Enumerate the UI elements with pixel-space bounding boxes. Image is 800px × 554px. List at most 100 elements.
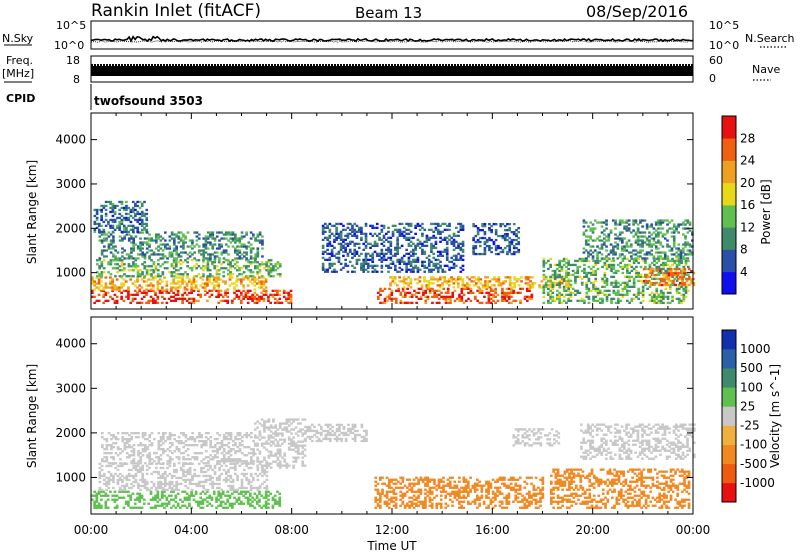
- heatmap-cell: [608, 263, 611, 267]
- heatmap-cell: [182, 233, 185, 236]
- heatmap-cell: [480, 289, 484, 292]
- heatmap-cell: [103, 233, 106, 236]
- heatmap-cell: [409, 268, 413, 271]
- heatmap-cell: [116, 478, 120, 482]
- heatmap-cell: [355, 224, 359, 227]
- heatmap-cell: [218, 434, 222, 437]
- heatmap-cell: [508, 236, 512, 240]
- heatmap-cell: [120, 222, 124, 226]
- heatmap-cell: [382, 258, 386, 261]
- heatmap-cell: [127, 233, 131, 236]
- heatmap-cell: [246, 490, 250, 493]
- heatmap-cell: [243, 245, 246, 248]
- heatmap-cell: [247, 480, 251, 484]
- heatmap-cell: [648, 263, 652, 267]
- heatmap-cell: [182, 452, 185, 455]
- heatmap-cell: [242, 276, 245, 279]
- heatmap-cell: [156, 295, 160, 298]
- heatmap-cell: [426, 287, 430, 290]
- heatmap-cell: [120, 297, 123, 300]
- heatmap-cell: [562, 275, 566, 278]
- heatmap-cell: [328, 222, 332, 226]
- heatmap-cell: [237, 496, 241, 499]
- heatmap-cell: [506, 238, 509, 242]
- heatmap-cell: [657, 265, 661, 269]
- heatmap-cell: [635, 293, 638, 296]
- heatmap-cell: [211, 261, 214, 264]
- heatmap-cell: [605, 293, 609, 296]
- heatmap-cell: [457, 242, 460, 245]
- heatmap-cell: [339, 248, 343, 251]
- heatmap-cell: [188, 482, 192, 486]
- heatmap-cell: [282, 295, 286, 298]
- heatmap-cell: [483, 231, 487, 234]
- heatmap-cell: [240, 490, 243, 493]
- heatmap-cell: [603, 221, 606, 224]
- heatmap-cell: [125, 253, 129, 256]
- heatmap-cell: [485, 291, 488, 294]
- heatmap-cell: [172, 282, 175, 285]
- heatmap-cell: [181, 301, 184, 304]
- heatmap-cell: [210, 289, 214, 292]
- heatmap-cell: [179, 263, 183, 266]
- heatmap-cell: [136, 210, 140, 214]
- heatmap-cell: [682, 289, 686, 292]
- heatmap-cell: [159, 239, 163, 242]
- heatmap-cell: [569, 263, 573, 267]
- heatmap-cell: [435, 295, 439, 298]
- heatmap-cell: [439, 266, 442, 269]
- heatmap-cell: [623, 293, 627, 296]
- heatmap-cell: [202, 486, 206, 490]
- heatmap-cell: [138, 494, 142, 497]
- heatmap-cell: [346, 232, 350, 235]
- heatmap-cell: [206, 464, 210, 468]
- heatmap-cell: [202, 245, 206, 248]
- heatmap-cell: [454, 280, 458, 283]
- heatmap-cell: [333, 240, 336, 243]
- heatmap-cell: [184, 259, 187, 262]
- heatmap-cell: [430, 246, 433, 249]
- heatmap-cell: [431, 287, 434, 290]
- heatmap-cell: [423, 266, 427, 269]
- heatmap-cell: [106, 299, 110, 302]
- heatmap-cell: [182, 251, 185, 254]
- heatmap-cell: [131, 293, 135, 296]
- heatmap-cell: [105, 476, 108, 480]
- heatmap-cell: [105, 460, 109, 463]
- heatmap-cell: [662, 297, 665, 300]
- heatmap-cell: [672, 280, 675, 283]
- heatmap-cell: [346, 222, 350, 226]
- heatmap-cell: [398, 266, 402, 269]
- heatmap-cell: [91, 278, 94, 281]
- heatmap-cell: [612, 251, 615, 254]
- heatmap-cell: [560, 259, 564, 263]
- heatmap-cell: [436, 268, 440, 271]
- heatmap-cell: [118, 488, 122, 492]
- heatmap-cell: [121, 464, 124, 468]
- heatmap-cell: [116, 216, 119, 220]
- heatmap-cell: [472, 248, 475, 252]
- heatmap-cell: [477, 276, 480, 279]
- heatmap-cell: [105, 255, 108, 258]
- heatmap-cell: [402, 278, 406, 281]
- heatmap-cell: [335, 270, 338, 273]
- heatmap-cell: [179, 239, 183, 242]
- heatmap-cell: [184, 462, 188, 465]
- heatmap-cell: [184, 271, 187, 274]
- heatmap-cell: [119, 462, 122, 465]
- heatmap-cell: [321, 264, 325, 267]
- heatmap-cell: [342, 246, 345, 249]
- heatmap-cell: [172, 265, 176, 268]
- heatmap-cell: [91, 295, 94, 298]
- heatmap-cell: [127, 468, 131, 472]
- heatmap-cell: [562, 279, 566, 282]
- heatmap-cell: [630, 231, 633, 234]
- heatmap-cell: [339, 234, 343, 237]
- heatmap-cell: [430, 228, 433, 231]
- heatmap-cell: [558, 275, 561, 278]
- heatmap-cell: [98, 472, 102, 476]
- heatmap-cell: [326, 268, 329, 271]
- heatmap-cell: [680, 293, 683, 296]
- heatmap-cell: [181, 500, 184, 503]
- heatmap-cell: [272, 265, 275, 268]
